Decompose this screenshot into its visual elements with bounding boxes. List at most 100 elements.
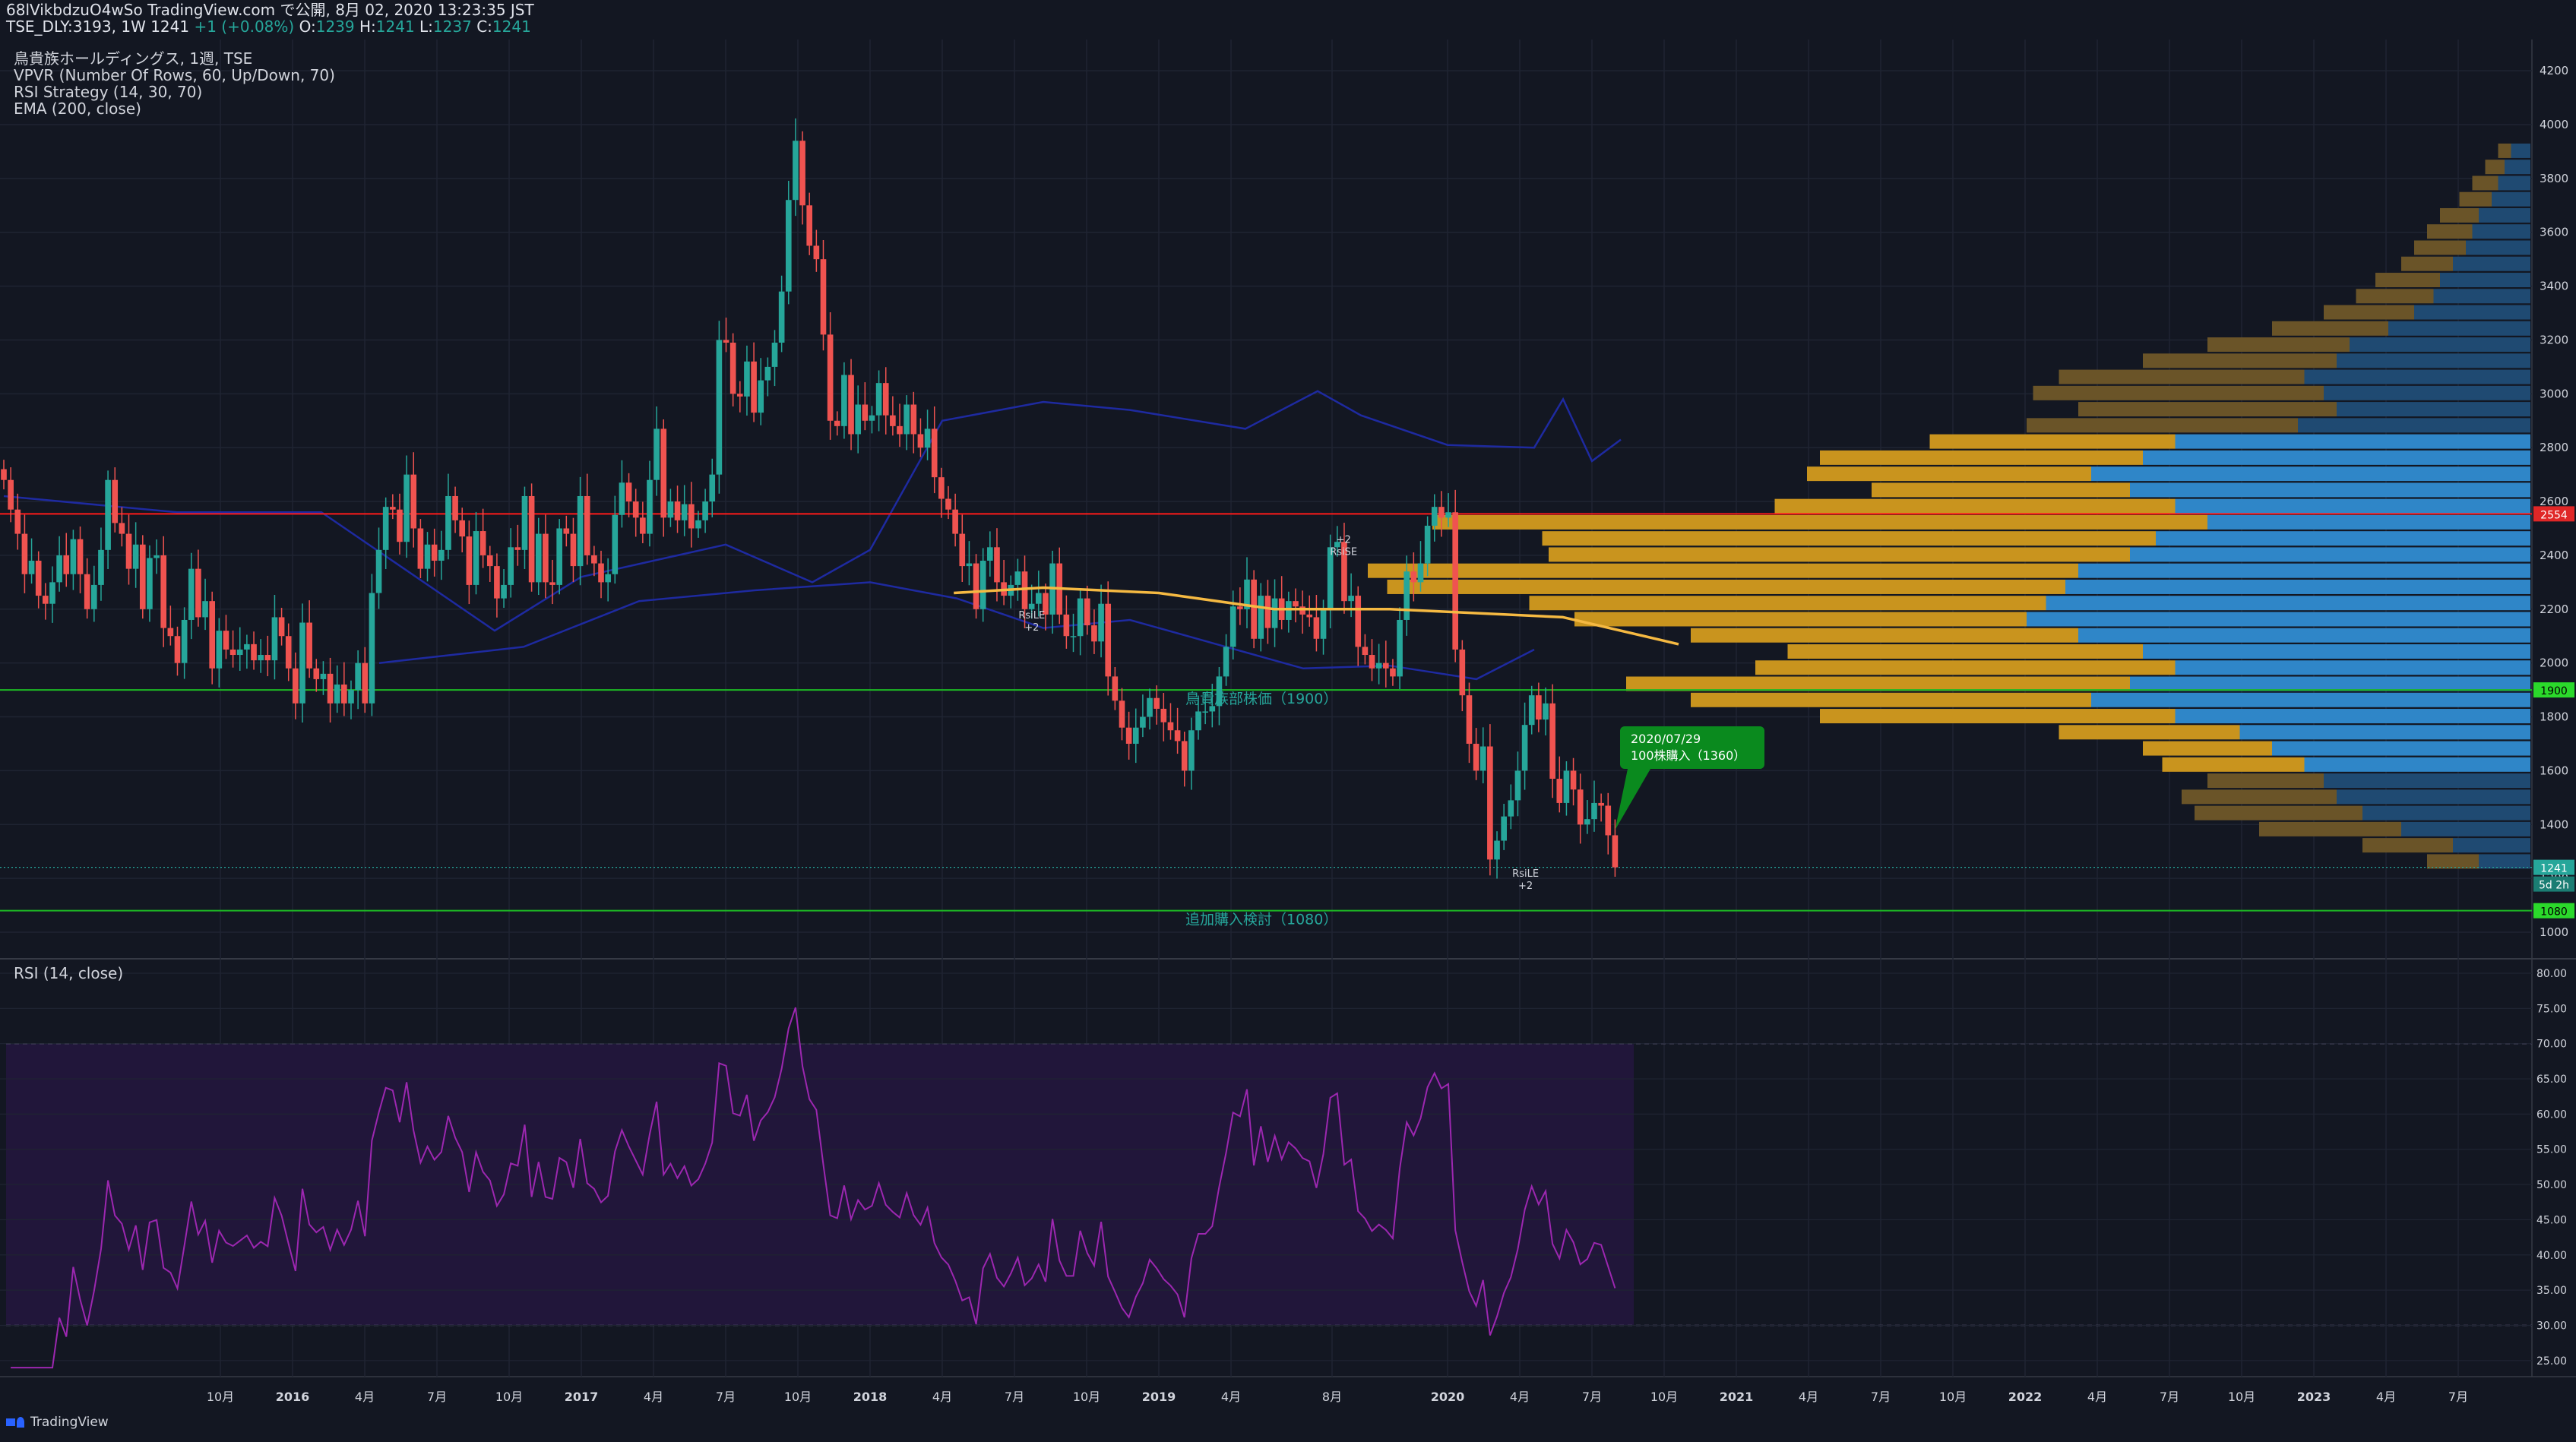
volume-profile-down-bar xyxy=(2143,741,2272,756)
x-tick-label: 2023 xyxy=(2297,1390,2331,1404)
volume-profile-up-bar xyxy=(2453,838,2530,853)
candle-body xyxy=(452,495,458,520)
price-tick-label: 3600 xyxy=(2540,226,2568,239)
legend-symbol[interactable]: 鳥貴族ホールディングス, 1週, TSE xyxy=(14,49,253,68)
candle-body xyxy=(251,644,257,661)
volume-profile-up-bar xyxy=(2130,547,2530,562)
volume-profile-down-bar xyxy=(2485,160,2505,175)
candle-body xyxy=(139,544,146,609)
volume-profile-down-bar xyxy=(2362,838,2453,853)
volume-profile-down-bar xyxy=(2059,369,2305,384)
volume-profile-up-bar xyxy=(2337,789,2530,805)
candle-body xyxy=(28,561,35,574)
candle-body xyxy=(1251,579,1257,639)
candle-body xyxy=(313,668,320,679)
candle-body xyxy=(320,673,327,679)
x-tick-label: 2019 xyxy=(1142,1390,1176,1404)
candle-body xyxy=(1369,655,1375,669)
candle-body xyxy=(132,544,139,569)
candle-body xyxy=(1147,697,1153,717)
candle-body xyxy=(751,361,757,413)
candle-body xyxy=(1209,706,1216,712)
volume-profile-down-bar xyxy=(1691,692,2091,707)
candle-body xyxy=(1091,625,1097,642)
candle-body xyxy=(952,509,958,534)
candle-body xyxy=(8,479,14,510)
candle-body xyxy=(1271,598,1278,628)
volume-profile-down-bar xyxy=(1432,514,2207,530)
candle-body xyxy=(1473,743,1479,771)
volume-profile-up-bar xyxy=(2388,321,2530,336)
legend-strategy[interactable]: RSI Strategy (14, 30, 70) xyxy=(14,83,203,101)
rsi-tick-label: 70.00 xyxy=(2536,1039,2567,1051)
candle-body xyxy=(1119,700,1125,728)
callout-line1: 2020/07/29 xyxy=(1631,732,1701,746)
volume-profile-down-bar xyxy=(1626,676,2130,691)
candle-body xyxy=(1216,676,1223,707)
last-price-tag-text: 1241 xyxy=(2540,863,2568,875)
candle-body xyxy=(549,582,555,585)
quote-symbol: TSE_DLY:3193, 1W 1241 xyxy=(6,17,190,36)
candle-body xyxy=(293,668,299,704)
candle-body xyxy=(494,566,500,599)
candle-body xyxy=(1466,695,1473,744)
candle-body xyxy=(63,555,70,574)
volume-profile-up-bar xyxy=(2362,805,2530,821)
volume-profile-up-bar xyxy=(2479,854,2530,869)
tradingview-logo[interactable]: TradingView xyxy=(6,1415,109,1430)
candle-body xyxy=(1605,805,1612,836)
candle-body xyxy=(966,563,973,567)
volume-profile-down-bar xyxy=(2459,191,2492,207)
candle-body xyxy=(758,380,764,413)
rsi-tick-label: 55.00 xyxy=(2536,1144,2567,1156)
candle-body xyxy=(563,528,570,534)
candle-body xyxy=(1417,563,1424,583)
candle-body xyxy=(994,547,1000,583)
candle-body xyxy=(1556,779,1563,803)
candle-body xyxy=(1223,647,1229,677)
candle-body xyxy=(729,343,736,394)
candle-body xyxy=(1174,730,1181,742)
candle-body xyxy=(299,622,305,704)
candle-body xyxy=(1063,614,1070,637)
volume-profile-down-bar xyxy=(2401,256,2453,271)
candle-body xyxy=(473,531,479,585)
volume-profile-up-bar xyxy=(2130,676,2530,691)
candle-body xyxy=(1549,703,1555,780)
candle-body xyxy=(1362,647,1369,656)
candle-body xyxy=(327,673,334,704)
candle-body xyxy=(1591,802,1597,820)
signal-label: RsiLE xyxy=(1512,868,1539,880)
x-tick-label: 2016 xyxy=(276,1390,310,1404)
candle-body xyxy=(486,555,493,567)
candle-body xyxy=(244,644,250,650)
candle-body xyxy=(35,561,42,596)
candle-body xyxy=(1299,606,1305,615)
legend-ema[interactable]: EMA (200, close) xyxy=(14,100,141,118)
candle-body xyxy=(1514,770,1521,801)
candle-body xyxy=(160,555,167,628)
candle-body xyxy=(459,520,466,537)
volume-profile-down-bar xyxy=(1549,547,2130,562)
volume-profile-up-bar xyxy=(2304,369,2530,384)
bb-lower-line xyxy=(378,581,1535,681)
x-tick-label: 4月 xyxy=(1221,1390,1241,1404)
volume-profile-up-bar xyxy=(2046,596,2530,611)
candle-body xyxy=(167,628,174,637)
x-tick-label: 4月 xyxy=(2087,1390,2107,1404)
candle-body xyxy=(625,482,632,502)
candle-body xyxy=(1570,770,1577,790)
candle-body xyxy=(181,619,188,663)
candle-body xyxy=(598,563,604,583)
candle-body xyxy=(195,568,201,618)
candle-body xyxy=(1479,746,1486,771)
candle-body xyxy=(1154,697,1160,709)
legend-vpvr[interactable]: VPVR (Number Of Rows, 60, Up/Down, 70) xyxy=(14,66,335,84)
candle-body xyxy=(591,555,597,564)
volume-profile-up-bar xyxy=(2324,385,2530,400)
legend-rsi[interactable]: RSI (14, close) xyxy=(14,964,124,982)
x-tick-label: 2018 xyxy=(853,1390,888,1404)
rsi-tick-label: 80.00 xyxy=(2536,968,2567,980)
x-tick-label: 7月 xyxy=(2448,1390,2468,1404)
